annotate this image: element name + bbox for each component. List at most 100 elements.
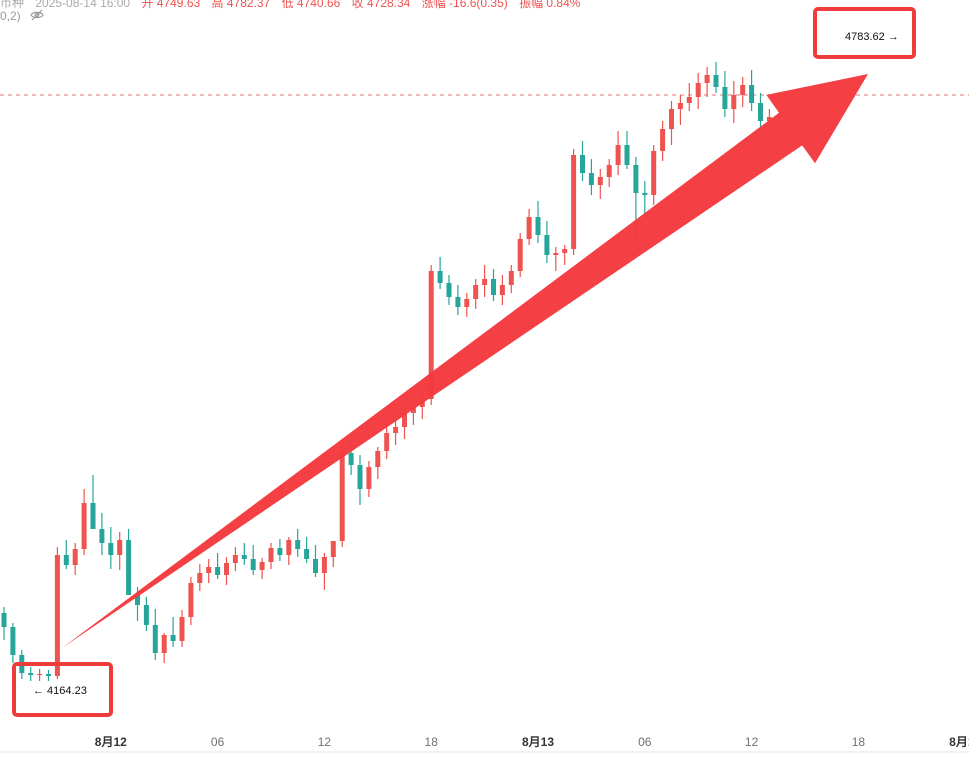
- candle: [268, 543, 274, 569]
- candle: [366, 461, 372, 497]
- candle-body: [375, 451, 381, 467]
- x-tick-label: 18: [425, 735, 439, 749]
- candle: [241, 543, 247, 565]
- candle: [179, 610, 185, 647]
- high-price-box: [813, 7, 916, 59]
- candle: [1, 607, 7, 640]
- candle-body: [437, 271, 443, 283]
- candle-body: [28, 673, 34, 675]
- candle: [313, 545, 318, 577]
- candle: [437, 257, 443, 289]
- candle: [580, 141, 585, 181]
- candle-body: [330, 541, 336, 557]
- candle: [508, 265, 514, 293]
- candle: [37, 669, 43, 681]
- candle-body: [348, 453, 354, 465]
- candle: [339, 447, 345, 547]
- candle: [464, 293, 470, 317]
- candle: [215, 553, 221, 579]
- candle: [686, 83, 692, 111]
- eye-slash-icon[interactable]: [30, 9, 44, 24]
- candle-body: [677, 103, 683, 109]
- candle: [28, 667, 34, 681]
- candle: [81, 489, 87, 555]
- candle-body: [704, 75, 710, 83]
- candle: [375, 447, 381, 479]
- candle-body: [321, 557, 327, 573]
- candle-body: [491, 279, 496, 295]
- x-tick-label: 8月13: [522, 735, 554, 749]
- candle-body: [580, 155, 585, 173]
- candle: [197, 564, 203, 591]
- candle-body: [1, 613, 7, 627]
- candle-body: [766, 117, 772, 121]
- candle-body: [713, 75, 719, 87]
- candle: [286, 537, 292, 565]
- candle: [117, 532, 123, 570]
- candle-body: [161, 635, 167, 653]
- candle: [330, 541, 336, 567]
- candle: [232, 547, 238, 571]
- candle-body: [544, 235, 550, 255]
- candle-body: [633, 165, 639, 193]
- x-tick-label: 8月12: [95, 735, 127, 749]
- candle-body: [232, 555, 238, 563]
- candle-body: [46, 674, 51, 676]
- candle-body: [464, 299, 470, 307]
- indicator-params: 0,2): [0, 9, 21, 23]
- candle-body: [90, 503, 96, 529]
- candle-body: [197, 573, 203, 583]
- x-tick-label: 06: [638, 735, 652, 749]
- candle: [304, 537, 310, 563]
- candle: [446, 275, 452, 305]
- candle-body: [135, 595, 140, 605]
- candle-body: [126, 540, 132, 595]
- candles-group: [1, 62, 772, 681]
- candle: [295, 529, 301, 557]
- x-axis: 8月120612188月130612188月14061: [95, 735, 969, 749]
- candle: [588, 159, 594, 195]
- candle-body: [642, 193, 648, 195]
- candle-body: [268, 548, 274, 562]
- indicator-legend: 0,2): [0, 9, 44, 24]
- candle: [571, 149, 577, 255]
- candle: [677, 95, 683, 125]
- low-price-box: [12, 662, 113, 717]
- candle: [393, 417, 399, 445]
- candle-body: [615, 145, 621, 165]
- header-change: 涨幅 -16.6(0.35): [421, 0, 508, 10]
- candle-body: [54, 555, 60, 676]
- x-tick-label: 12: [318, 735, 332, 749]
- candle: [544, 221, 550, 263]
- candle-body: [535, 217, 541, 235]
- candle-body: [170, 635, 176, 641]
- header-low: 低 4740.66: [281, 0, 341, 10]
- candle: [250, 545, 256, 575]
- candle: [277, 539, 283, 561]
- candle-body: [722, 87, 728, 109]
- candle: [143, 597, 149, 631]
- candle-body: [428, 271, 434, 399]
- candle: [553, 247, 559, 271]
- candle: [473, 279, 479, 309]
- candle-body: [179, 617, 185, 641]
- header-time: 2025-08-14 16:00: [35, 0, 131, 10]
- x-tick-label: 18: [852, 735, 866, 749]
- x-tick-label: 06: [211, 735, 225, 749]
- candle: [731, 81, 737, 123]
- candle-body: [393, 427, 399, 433]
- candle: [517, 233, 523, 277]
- candle: [455, 285, 461, 315]
- candle-body: [571, 155, 577, 249]
- candle: [749, 70, 755, 111]
- candle-body: [339, 453, 345, 541]
- candle-body: [108, 543, 114, 555]
- candle: [152, 609, 158, 660]
- candle: [108, 527, 114, 569]
- candle-body: [143, 605, 149, 625]
- candle-body: [313, 559, 318, 573]
- candle-body: [606, 165, 612, 177]
- candle: [740, 77, 746, 107]
- candle: [606, 159, 612, 187]
